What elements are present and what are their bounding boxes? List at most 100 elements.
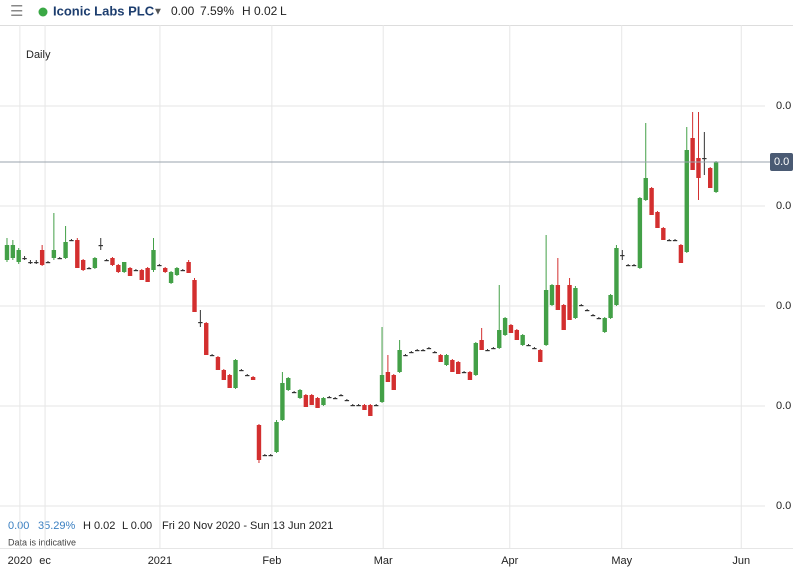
candle-body <box>637 198 643 268</box>
candle-body <box>461 372 467 374</box>
candle-body <box>116 265 121 272</box>
candle-body <box>350 405 355 407</box>
candle-body <box>497 330 502 348</box>
candle-body <box>368 405 373 416</box>
candle-body <box>268 455 273 457</box>
candle-body <box>549 285 555 305</box>
candle-body <box>403 355 408 357</box>
candle-body <box>39 250 45 265</box>
candle-body <box>297 390 303 398</box>
candle-body <box>344 400 350 402</box>
candle-body <box>456 362 461 374</box>
candle-body <box>338 395 344 397</box>
status-dot <box>38 7 48 17</box>
candle-body <box>16 250 21 262</box>
y-tick-label: 0.0 <box>776 500 791 512</box>
x-tick-label: Feb <box>262 555 281 567</box>
candle-body <box>34 262 39 264</box>
candle-body <box>555 285 561 310</box>
instrument-title[interactable]: Iconic Labs PLC <box>53 3 155 18</box>
info-low: L 0.00 <box>122 520 152 532</box>
candle-body <box>708 168 713 188</box>
candle-body <box>239 370 244 372</box>
candle-body <box>121 262 127 272</box>
candle-body <box>672 240 678 242</box>
candle-body <box>520 335 525 345</box>
x-tick-label: Apr <box>501 555 518 567</box>
x-tick-label: Mar <box>374 555 393 567</box>
candle-body <box>426 348 432 350</box>
candle-body <box>245 375 250 377</box>
candle-body <box>444 355 449 365</box>
candle-body <box>104 260 109 262</box>
x-tick-label: 2021 <box>148 555 172 567</box>
candle-body <box>432 352 437 354</box>
candle-body <box>151 250 156 270</box>
y-tick-label: 0.0 <box>776 300 791 312</box>
candle-body <box>174 268 180 275</box>
candle-body <box>631 265 637 267</box>
x-tick-label: May <box>611 555 632 567</box>
grid <box>0 25 765 548</box>
candle-body <box>602 318 607 332</box>
candle-body <box>414 350 420 352</box>
candle-body <box>209 355 215 357</box>
interval-label: Daily <box>26 49 51 61</box>
candle-body <box>385 372 391 382</box>
candle-body <box>280 383 285 420</box>
candle-body <box>332 398 338 400</box>
candle-body <box>250 377 256 380</box>
candle-body <box>467 372 473 380</box>
info-range: Fri 20 Nov 2020 - Sun 13 Jun 2021 <box>162 520 333 532</box>
last-price-box <box>770 153 793 171</box>
candle-body <box>620 255 625 257</box>
candle-body <box>215 357 221 370</box>
candle-body <box>10 245 16 258</box>
candle-body <box>227 375 232 388</box>
candle-body <box>409 352 414 354</box>
candle-body <box>327 397 332 399</box>
candle-body <box>373 405 379 407</box>
candle-body <box>579 305 584 307</box>
candle-body <box>502 318 508 335</box>
candle-body <box>362 405 367 410</box>
candle-body <box>127 268 133 276</box>
candle-body <box>98 245 103 247</box>
candle-body <box>139 270 144 280</box>
candle-body <box>315 398 320 408</box>
candle-body <box>391 375 396 390</box>
candle-body <box>163 268 168 272</box>
candle-body <box>356 405 361 407</box>
candle-body <box>643 178 648 200</box>
candle-body <box>80 260 86 270</box>
candle-body <box>526 345 531 347</box>
candle-body <box>57 258 62 260</box>
candle-body <box>473 343 478 375</box>
candle-body <box>625 265 631 267</box>
candle-body <box>168 272 174 283</box>
menu-icon[interactable]: ☰ <box>10 3 23 20</box>
candle-body <box>233 360 238 388</box>
candle-body <box>221 370 227 380</box>
candle-body <box>514 330 520 340</box>
candle-body <box>274 422 279 452</box>
candle-body <box>690 138 695 170</box>
dropdown-arrow[interactable]: ▼ <box>153 7 163 18</box>
candle-body <box>133 270 139 272</box>
header-high: H 0.02 <box>242 4 278 18</box>
y-tick-label: 0.0 <box>776 200 791 212</box>
candle-body <box>543 290 549 345</box>
candle-body <box>666 240 672 242</box>
y-tick-label: 0.0 <box>776 400 791 412</box>
x-tick-label: 2020 <box>8 555 32 567</box>
candle-body <box>567 285 572 320</box>
candle-body <box>69 240 74 242</box>
candle-body <box>321 398 326 405</box>
candle-body <box>28 262 33 264</box>
candle-body <box>608 295 613 318</box>
candle-body <box>561 305 566 330</box>
candle-body <box>684 150 689 252</box>
candle-body <box>438 355 443 362</box>
